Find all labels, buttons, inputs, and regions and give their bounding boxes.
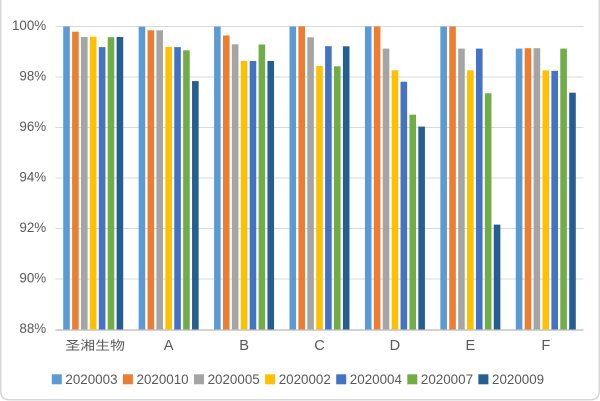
svg-text:F: F — [541, 338, 550, 354]
svg-text:94%: 94% — [19, 170, 46, 185]
svg-text:98%: 98% — [19, 69, 46, 84]
svg-text:D: D — [390, 338, 401, 354]
svg-text:90%: 90% — [19, 271, 46, 286]
svg-text:A: A — [164, 338, 174, 354]
svg-text:2020003: 2020003 — [65, 372, 117, 387]
svg-text:E: E — [465, 338, 475, 354]
svg-text:2020007: 2020007 — [421, 372, 473, 387]
svg-text:2020010: 2020010 — [137, 372, 189, 387]
svg-text:96%: 96% — [19, 119, 46, 134]
svg-text:B: B — [239, 338, 249, 354]
svg-text:C: C — [314, 338, 325, 354]
svg-text:88%: 88% — [19, 321, 46, 336]
svg-text:92%: 92% — [19, 220, 46, 235]
svg-text:2020002: 2020002 — [279, 372, 331, 387]
svg-text:2020009: 2020009 — [492, 372, 544, 387]
svg-text:2020005: 2020005 — [208, 372, 260, 387]
svg-text:100%: 100% — [12, 18, 46, 33]
svg-text:2020004: 2020004 — [350, 372, 403, 387]
